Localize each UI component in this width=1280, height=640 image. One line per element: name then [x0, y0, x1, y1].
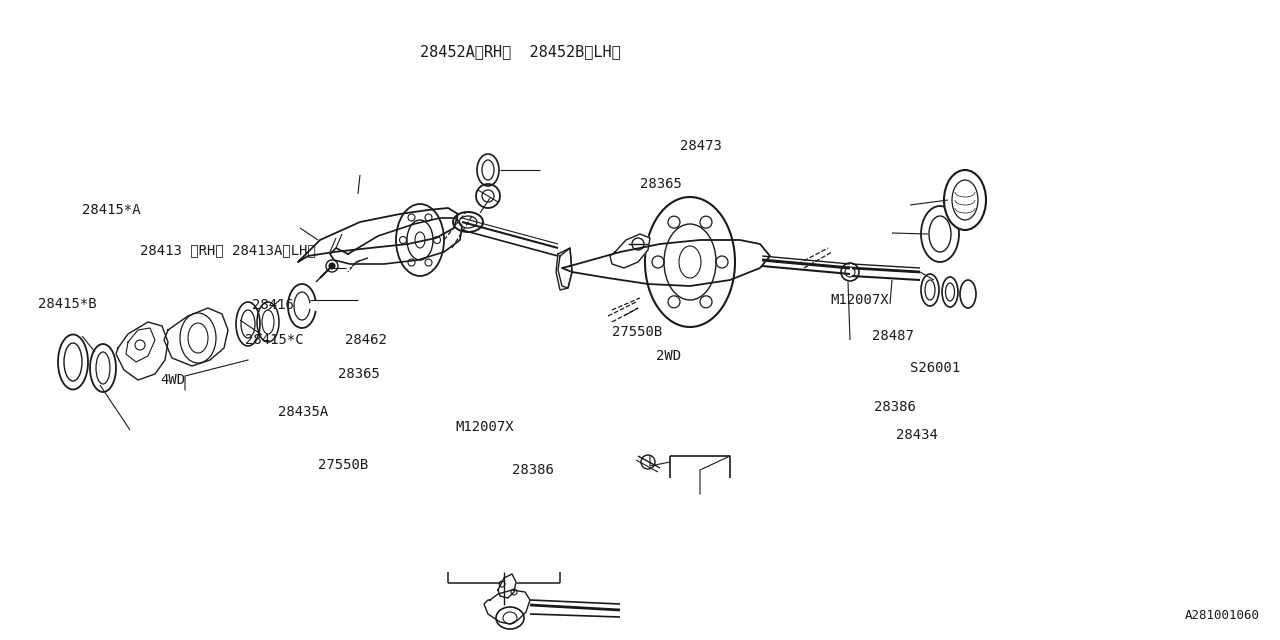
Text: 28413 〈RH〉 28413A〈LH〉: 28413 〈RH〉 28413A〈LH〉 — [140, 243, 316, 257]
Polygon shape — [125, 328, 155, 362]
Text: 28386: 28386 — [512, 463, 554, 477]
Text: M12007X: M12007X — [454, 420, 513, 434]
Text: A281001060: A281001060 — [1185, 609, 1260, 622]
Polygon shape — [611, 234, 650, 268]
Text: S26001: S26001 — [910, 361, 960, 375]
Text: 28462: 28462 — [346, 333, 387, 347]
Text: 28365: 28365 — [338, 367, 380, 381]
Text: M12007X: M12007X — [829, 293, 888, 307]
Text: 28434: 28434 — [896, 428, 938, 442]
Text: 28415*A: 28415*A — [82, 203, 141, 217]
Polygon shape — [558, 248, 572, 288]
Circle shape — [329, 263, 335, 269]
Polygon shape — [484, 590, 530, 624]
Text: 27550B: 27550B — [317, 458, 369, 472]
Text: 4WD: 4WD — [160, 373, 186, 387]
Text: 28416: 28416 — [252, 298, 294, 312]
Text: 28415*C: 28415*C — [244, 333, 303, 347]
Text: 2WD: 2WD — [657, 349, 681, 363]
Text: 28386: 28386 — [874, 400, 916, 414]
Polygon shape — [116, 322, 168, 380]
Text: 28415*B: 28415*B — [38, 297, 96, 311]
Text: 28365: 28365 — [640, 177, 682, 191]
Text: 28487: 28487 — [872, 329, 914, 343]
Polygon shape — [556, 248, 572, 290]
Polygon shape — [298, 208, 458, 262]
Polygon shape — [164, 308, 228, 366]
Text: 28452A〈RH〉  28452B〈LH〉: 28452A〈RH〉 28452B〈LH〉 — [420, 45, 621, 60]
Ellipse shape — [945, 170, 986, 230]
Text: 28473: 28473 — [680, 139, 722, 153]
Text: 28435A: 28435A — [278, 405, 328, 419]
Polygon shape — [498, 574, 516, 598]
Polygon shape — [562, 240, 771, 286]
Text: 27550B: 27550B — [612, 325, 662, 339]
Polygon shape — [330, 218, 462, 264]
